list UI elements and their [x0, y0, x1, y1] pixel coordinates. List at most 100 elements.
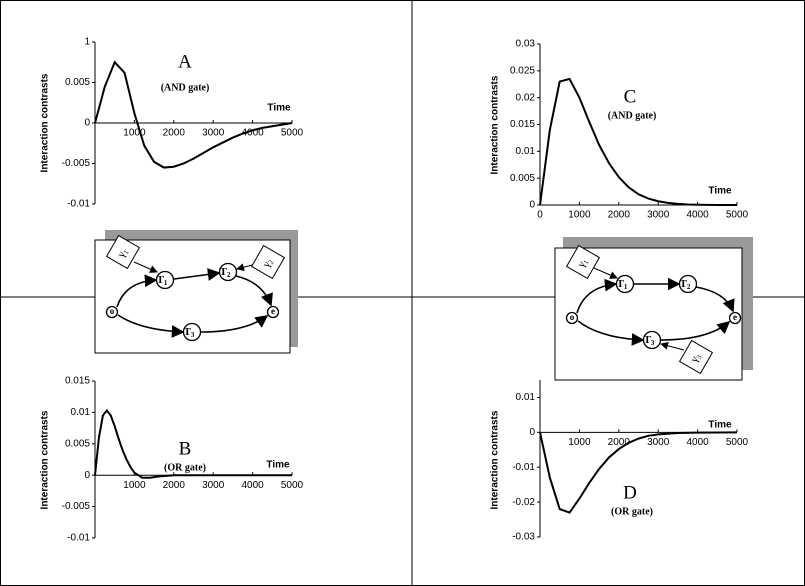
- x-tick-label: 4000: [686, 437, 709, 448]
- input-square: [105, 234, 141, 270]
- y-tick-label: 0.02: [516, 92, 536, 103]
- node-label-text: T: [680, 278, 688, 290]
- node: [565, 311, 579, 325]
- node-label: e: [271, 306, 275, 316]
- node-label-sub: 1: [624, 283, 628, 291]
- node: [105, 305, 119, 319]
- node-label-text: e: [733, 312, 737, 322]
- input-square: [250, 244, 286, 280]
- node-label: T3: [184, 326, 195, 339]
- y-tick-label: 0.015: [510, 119, 535, 130]
- arrow: [577, 320, 645, 346]
- y-tick-label: 0.005: [510, 173, 535, 184]
- x-tick-label: 3000: [647, 437, 670, 448]
- arrow: [660, 320, 731, 341]
- input-label-text: γ: [259, 259, 272, 270]
- y-tick-label: 0.03: [516, 39, 536, 50]
- x-tick-label: 1000: [123, 480, 146, 491]
- chart-subtitle: (AND gate): [161, 82, 210, 93]
- arrow: [235, 275, 273, 307]
- y-tick-label: 0: [84, 118, 90, 129]
- input-arrow: [133, 261, 158, 273]
- input-box: γ2: [250, 244, 286, 280]
- node-label: T3: [644, 334, 655, 347]
- node-label: e: [733, 312, 737, 322]
- node: [218, 262, 238, 282]
- input-square: [678, 339, 714, 375]
- arrow: [695, 286, 735, 313]
- chart-title: C: [624, 86, 637, 107]
- y-axis-label: Interaction contrasts: [40, 73, 51, 172]
- node-label: T2: [220, 266, 231, 279]
- y-tick-label: 0.005: [65, 77, 90, 88]
- input-box: γ1: [565, 244, 601, 280]
- node-label-text: o: [570, 312, 575, 322]
- input-label-text: γ: [574, 259, 587, 270]
- x-tick-label: 5000: [281, 480, 304, 491]
- x-tick-label: 1000: [568, 437, 591, 448]
- x-tick-label: 2000: [608, 210, 631, 221]
- y-tick-label: 0: [84, 470, 90, 481]
- input-label-text: γ: [114, 249, 127, 260]
- y-axis-label: Interaction contrasts: [490, 410, 501, 509]
- input-label-text: γ: [687, 354, 700, 365]
- node-label-sub: 1: [164, 279, 168, 287]
- x-tick-label: 4000: [241, 128, 264, 139]
- y-tick-label: 0: [529, 200, 535, 211]
- node-label-text: T: [184, 326, 192, 338]
- y-tick-label: -0.02: [512, 497, 535, 508]
- x-tick-label: 2000: [163, 128, 186, 139]
- x-axis-label: Time: [267, 103, 291, 114]
- node-label: T1: [617, 278, 628, 291]
- node-label-text: T: [644, 334, 652, 346]
- node-label-text: T: [157, 274, 165, 286]
- node-label: o: [110, 306, 115, 316]
- y-tick-label: 0.005: [65, 438, 90, 449]
- chart-subtitle: (OR gate): [611, 506, 653, 517]
- y-tick-label: -0.01: [67, 199, 90, 210]
- x-tick-label: 5000: [726, 437, 749, 448]
- line-series: [539, 431, 738, 514]
- x-tick-label: 3000: [202, 480, 225, 491]
- x-tick-label: 1000: [123, 128, 146, 139]
- node: [182, 322, 202, 342]
- input-label: γ2: [259, 256, 275, 271]
- input-label-sub: 2: [267, 258, 276, 265]
- line-series: [539, 77, 737, 206]
- x-axis-label: Time: [266, 460, 290, 471]
- input-label-sub: 3: [695, 353, 704, 360]
- chart-subtitle: (OR gate): [164, 462, 206, 473]
- input-label-sub: 1: [582, 258, 591, 265]
- y-tick-label: 0.025: [510, 65, 535, 76]
- node-label: T2: [680, 278, 691, 291]
- node-label-sub: 2: [687, 283, 691, 291]
- input-box: γ3: [678, 339, 714, 375]
- arrow: [117, 314, 185, 338]
- y-tick-label: -0.005: [62, 158, 91, 169]
- y-tick-label: 1: [84, 37, 90, 48]
- y-tick-label: -0.01: [67, 533, 90, 544]
- x-tick-label: 3000: [202, 128, 225, 139]
- input-square: [565, 244, 601, 280]
- x-tick-label: 2000: [163, 480, 186, 491]
- node: [155, 270, 175, 290]
- node-label-text: o: [110, 306, 115, 316]
- x-tick-label: 4000: [686, 210, 709, 221]
- x-tick-label: 3000: [647, 210, 670, 221]
- y-tick-label: 0.015: [65, 376, 90, 387]
- node: [642, 330, 662, 350]
- y-tick-label: -0.01: [512, 462, 535, 473]
- input-arrow: [593, 267, 618, 279]
- y-axis-label: Interaction contrasts: [40, 410, 51, 509]
- y-tick-label: 0: [529, 427, 535, 438]
- input-label-sub: 1: [122, 248, 131, 255]
- input-label: γ1: [574, 256, 590, 271]
- node-label-sub: 3: [191, 331, 195, 339]
- node-label: T1: [157, 274, 168, 287]
- x-tick-label: 1000: [568, 210, 591, 221]
- input-arrow: [660, 341, 685, 351]
- arrow: [116, 274, 158, 308]
- node-label-text: e: [271, 306, 275, 316]
- y-tick-label: 0.01: [516, 392, 536, 403]
